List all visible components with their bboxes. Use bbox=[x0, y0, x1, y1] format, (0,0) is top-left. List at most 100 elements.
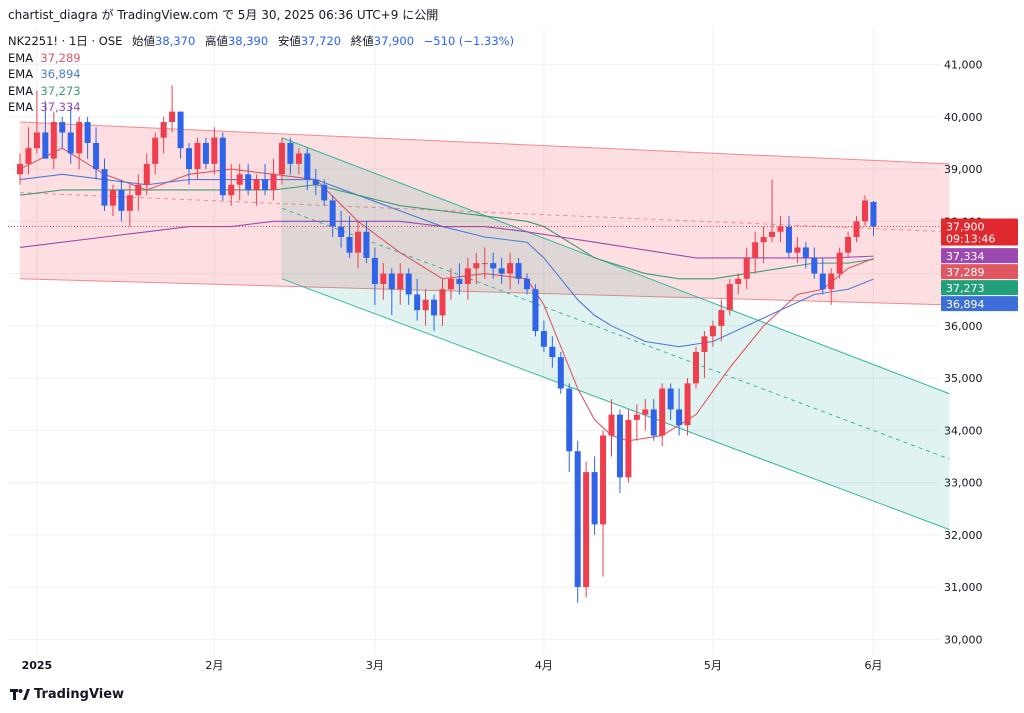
candle-body bbox=[633, 414, 640, 420]
tradingview-logo-icon bbox=[10, 688, 30, 700]
time-tick-label: 3月 bbox=[366, 659, 384, 672]
close-label: 終値 bbox=[350, 34, 374, 48]
price-tag-label: 36,894 bbox=[946, 298, 985, 311]
candle-body bbox=[735, 278, 742, 285]
candle-body bbox=[414, 294, 421, 311]
ohlc-row: NK2251! · 1日 · OSE 始値38,370 高値38,390 安値3… bbox=[8, 33, 514, 50]
candlesticks bbox=[17, 85, 877, 603]
channel-lower-line bbox=[281, 278, 950, 531]
publish-header: chartist_diagra が TradingView.com で 5月 3… bbox=[8, 8, 439, 22]
candle-body bbox=[422, 299, 429, 311]
candle-body bbox=[50, 122, 57, 159]
candle-body bbox=[312, 179, 319, 185]
candle-body bbox=[109, 189, 116, 206]
channel-mid-line bbox=[281, 207, 950, 460]
candle-body bbox=[278, 142, 285, 175]
ema-line bbox=[19, 184, 874, 280]
candle-body bbox=[701, 336, 708, 352]
candle-body bbox=[42, 132, 49, 159]
channel-fill bbox=[281, 137, 950, 530]
channel-upper-line bbox=[281, 137, 950, 395]
candle-body bbox=[726, 284, 733, 311]
candle-body bbox=[752, 242, 759, 258]
price-tick-label: 35,000 bbox=[944, 372, 983, 385]
symbol-label[interactable]: NK2251! · 1日 · OSE bbox=[8, 34, 123, 48]
candle-body bbox=[152, 137, 159, 164]
candle-body bbox=[253, 179, 260, 190]
candle-body bbox=[25, 148, 32, 164]
candle-body bbox=[836, 252, 843, 274]
channel-upper-line bbox=[19, 121, 950, 165]
candle-body bbox=[811, 257, 818, 274]
candle-body bbox=[802, 247, 809, 258]
candle-body bbox=[659, 388, 666, 436]
ema-label: EMA bbox=[8, 100, 34, 114]
candle-body bbox=[853, 221, 860, 237]
candle-body bbox=[608, 414, 615, 436]
candle-body bbox=[845, 237, 852, 253]
ema-row-1[interactable]: EMA 37,289 bbox=[8, 50, 514, 67]
ema-row-3[interactable]: EMA 37,273 bbox=[8, 83, 514, 100]
candle-body bbox=[819, 273, 826, 290]
chart-legend: NK2251! · 1日 · OSE 始値38,370 高値38,390 安値3… bbox=[8, 33, 514, 116]
ema-row-4[interactable]: EMA 37,334 bbox=[8, 99, 514, 116]
time-tick-label: 6月 bbox=[864, 659, 882, 672]
candle-body bbox=[405, 273, 412, 295]
regression-channels bbox=[19, 121, 950, 531]
candle-body bbox=[709, 325, 716, 337]
candle-body bbox=[160, 122, 167, 138]
candle-body bbox=[828, 273, 835, 290]
candle-body bbox=[431, 299, 438, 316]
candle-body bbox=[718, 310, 725, 326]
price-tag-bg bbox=[941, 218, 1018, 246]
ema-value: 37,334 bbox=[40, 100, 81, 114]
candle-body bbox=[245, 174, 252, 190]
candle-body bbox=[507, 263, 514, 274]
candle-body bbox=[524, 278, 530, 290]
ema-line bbox=[19, 220, 874, 259]
time-tick-label: 4月 bbox=[535, 659, 553, 672]
candle-body bbox=[329, 200, 336, 227]
open-label: 始値 bbox=[132, 34, 156, 48]
candle-body bbox=[532, 289, 539, 332]
candle-body bbox=[574, 451, 581, 588]
ema-value: 37,273 bbox=[40, 83, 81, 98]
candle-body bbox=[371, 257, 378, 285]
candle-body bbox=[693, 351, 699, 384]
price-tag-countdown: 09:13:46 bbox=[946, 233, 995, 246]
candle-body bbox=[169, 111, 176, 123]
time-tick-label: 2025 bbox=[22, 659, 53, 672]
candle-body bbox=[76, 122, 83, 154]
time-axis[interactable]: 2025 2月 3月 4月 5月 6月 bbox=[22, 659, 883, 672]
candle-body bbox=[338, 226, 345, 237]
candle-body bbox=[777, 226, 784, 232]
candle-body bbox=[84, 122, 91, 143]
candle-body bbox=[59, 122, 66, 133]
candle-body bbox=[93, 142, 100, 170]
ema-row-2[interactable]: EMA 36,894 bbox=[8, 66, 514, 83]
candle-body bbox=[202, 142, 209, 164]
ema-line bbox=[19, 147, 874, 442]
candle-body bbox=[566, 388, 573, 452]
candle-body bbox=[118, 189, 125, 211]
price-tick-label: 31,000 bbox=[944, 581, 983, 594]
candle-body bbox=[439, 289, 446, 316]
candle-body bbox=[33, 132, 40, 149]
price-tag-bg bbox=[941, 248, 1018, 264]
candle-body bbox=[262, 179, 269, 190]
price-axis[interactable]: 30,000 31,000 32,000 33,000 34,000 35,000 36,0… bbox=[944, 59, 983, 647]
candle-body bbox=[540, 331, 547, 347]
candle-body bbox=[287, 142, 294, 164]
candle-body bbox=[769, 231, 776, 237]
low-label: 安値 bbox=[277, 34, 301, 48]
candle-body bbox=[481, 263, 488, 265]
candle-body bbox=[219, 137, 226, 196]
tradingview-logo[interactable]: TradingView bbox=[10, 687, 124, 702]
candle-body bbox=[270, 174, 277, 190]
price-tag-bg bbox=[941, 296, 1018, 312]
ema-label: EMA bbox=[8, 67, 34, 81]
candle-body bbox=[17, 163, 23, 175]
price-tag-bg bbox=[941, 264, 1018, 280]
candle-body bbox=[346, 237, 353, 253]
